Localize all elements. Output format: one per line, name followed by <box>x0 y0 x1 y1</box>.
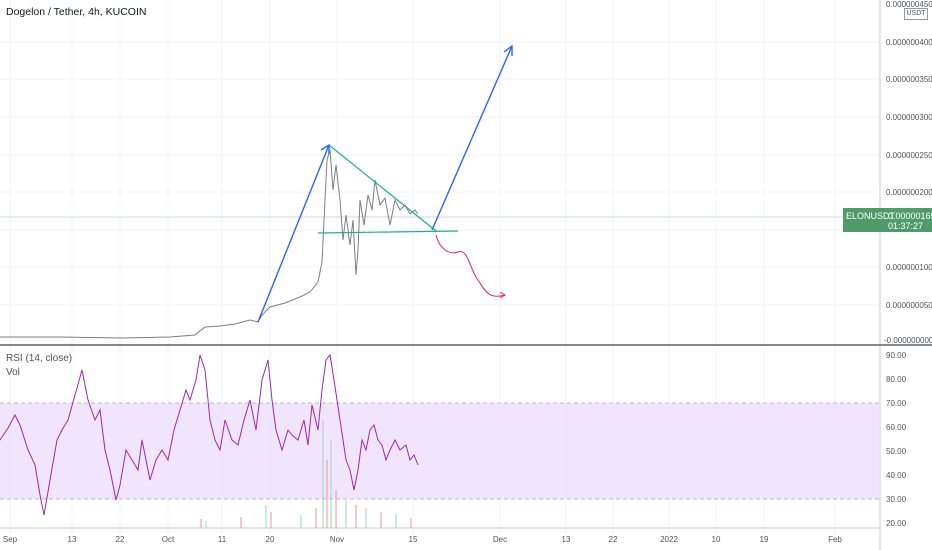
rsi-tick-label: 90.00 <box>886 351 907 360</box>
time-tick-label: 11 <box>218 535 227 544</box>
rsi-tick-label: 20.00 <box>886 519 907 528</box>
time-tick-label: Dec <box>493 535 507 544</box>
symbol-label: ELONUSDT <box>846 211 896 221</box>
time-tick-label: Oct <box>162 535 175 544</box>
rsi-line <box>0 353 419 516</box>
time-tick-label: 22 <box>609 535 618 544</box>
currency-button[interactable]: USDT <box>904 8 928 20</box>
triangle-pattern <box>317 144 459 234</box>
time-tick-label: 15 <box>409 535 418 544</box>
bar-countdown: 01:37:27 <box>888 221 924 231</box>
price-value: 0.000001696 <box>888 211 932 221</box>
chart-title: Dogelon / Tether, 4h, KUCOIN <box>6 6 147 18</box>
time-tick-label: 13 <box>562 535 571 544</box>
volume-bars <box>200 420 412 528</box>
rsi-band <box>0 403 880 499</box>
rsi-tick-label: 70.00 <box>886 399 907 408</box>
rsi-tick-label: 80.00 <box>886 375 907 384</box>
time-axis: Sep 13 22 Oct 11 20 Nov 15 Dec 13 22 202… <box>3 535 843 544</box>
time-tick-label: 10 <box>712 535 721 544</box>
price-line <box>0 149 419 339</box>
current-price-badge: ELONUSDT 0.000001696 01:37:27 <box>843 208 932 232</box>
rsi-tick-label: 40.00 <box>886 471 907 480</box>
bearish-projection <box>435 234 506 299</box>
price-tick-label: 0.0000000500 <box>886 301 932 310</box>
rsi-axis: 90.00 80.00 70.00 60.00 50.00 40.00 30.0… <box>886 351 907 528</box>
trend-arrows <box>257 44 513 323</box>
rsi-tick-label: 30.00 <box>886 495 907 504</box>
rsi-indicator-label[interactable]: RSI (14, close) <box>6 353 73 364</box>
time-tick-label: Nov <box>330 535 344 544</box>
rsi-tick-label: 50.00 <box>886 447 907 456</box>
time-tick-label: Sep <box>3 535 18 544</box>
time-tick-label: Feb <box>828 535 842 544</box>
time-tick-label: 19 <box>760 535 769 544</box>
time-tick-label: 20 <box>266 535 275 544</box>
volume-indicator-label[interactable]: Vol <box>6 367 20 378</box>
price-tick-label: -0.0000000000 <box>884 336 932 345</box>
time-tick-label: 13 <box>68 535 77 544</box>
time-tick-label: 22 <box>116 535 125 544</box>
time-tick-label: 2022 <box>660 535 678 544</box>
rsi-tick-label: 60.00 <box>886 423 907 432</box>
